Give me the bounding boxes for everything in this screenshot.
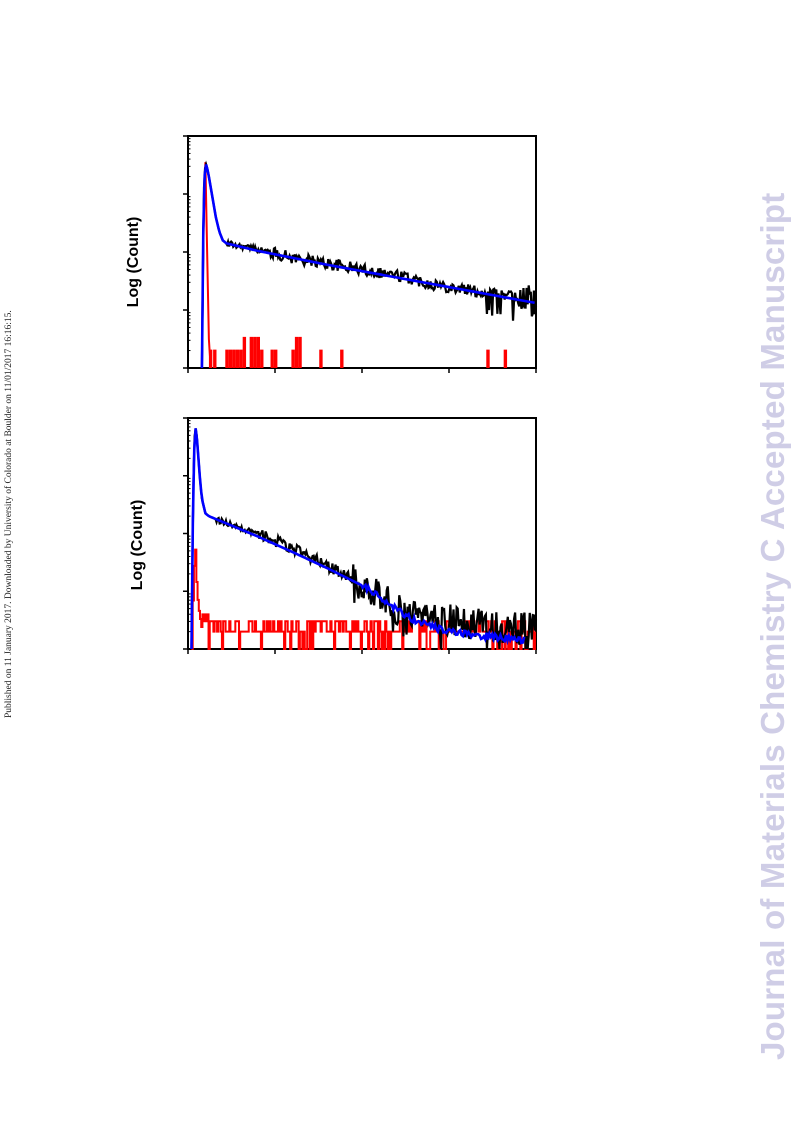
y-axis-label: Log (Count) bbox=[129, 500, 146, 591]
irf-trace bbox=[200, 162, 508, 369]
irf-trace bbox=[191, 548, 536, 650]
fit-trace bbox=[200, 164, 535, 369]
measured-decay-trace bbox=[190, 428, 538, 650]
plot-frame bbox=[187, 135, 537, 369]
plot-frame bbox=[187, 417, 537, 650]
y-axis-label: Log (Count) bbox=[125, 217, 142, 308]
fit-trace bbox=[190, 428, 526, 650]
